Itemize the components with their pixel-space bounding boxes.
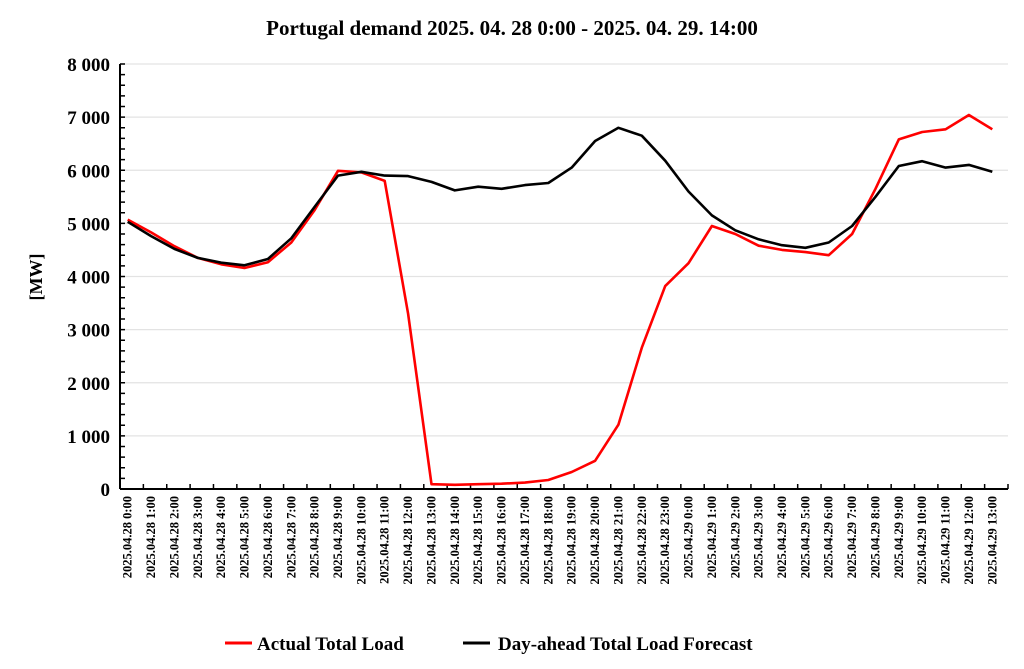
chart-title: Portugal demand 2025. 04. 28 0:00 - 2025… (266, 16, 758, 40)
x-tick-label: 2025.04.29 6:00 (822, 496, 836, 578)
x-tick-label: 2025.04.28 21:00 (611, 496, 625, 585)
x-tick-label: 2025.04.29 13:00 (985, 496, 999, 585)
y-axis-label: [MW] (26, 254, 46, 301)
x-tick-label: 2025.04.28 3:00 (191, 496, 205, 578)
y-tick-label: 2 000 (67, 374, 110, 395)
x-tick-label: 2025.04.28 20:00 (588, 496, 602, 585)
x-tick-label: 2025.04.28 14:00 (448, 496, 462, 585)
x-tick-label: 2025.04.28 5:00 (238, 496, 252, 578)
x-tick-label: 2025.04.29 11:00 (939, 496, 953, 584)
x-tick-label: 2025.04.28 17:00 (518, 496, 532, 585)
x-tick-label: 2025.04.29 3:00 (752, 496, 766, 578)
series-line-actual (127, 113, 993, 487)
series-lines (127, 113, 993, 487)
x-tick-label: 2025.04.28 18:00 (541, 496, 555, 585)
x-tick-label: 2025.04.28 12:00 (401, 496, 415, 585)
x-tick-label: 2025.04.29 9:00 (892, 496, 906, 578)
gridlines (120, 63, 1008, 437)
legend: Actual Total Load Day-ahead Total Load F… (225, 634, 753, 655)
x-tick-label: 2025.04.28 1:00 (144, 496, 158, 578)
y-tick-label: 7 000 (67, 108, 110, 129)
x-tick-label: 2025.04.28 10:00 (354, 496, 368, 585)
x-tick-label: 2025.04.29 2:00 (728, 496, 742, 578)
x-tick-label: 2025.04.29 1:00 (705, 496, 719, 578)
y-tick-label: 3 000 (67, 321, 110, 342)
x-tick-label: 2025.04.29 7:00 (845, 496, 859, 578)
x-tick-label: 2025.04.28 11:00 (378, 496, 392, 584)
y-tick-label: 8 000 (67, 55, 110, 76)
series-line-forecast (127, 126, 993, 267)
x-tick-label: 2025.04.28 16:00 (495, 496, 509, 585)
x-tick-label: 2025.04.28 6:00 (261, 496, 275, 578)
x-tick-label: 2025.04.28 15:00 (471, 496, 485, 585)
x-tick-label: 2025.04.29 8:00 (868, 496, 882, 578)
x-tick-label: 2025.04.28 7:00 (284, 496, 298, 578)
legend-label-actual: Actual Total Load (257, 634, 404, 655)
x-tick-label: 2025.04.29 0:00 (682, 496, 696, 578)
legend-label-forecast: Day-ahead Total Load Forecast (498, 634, 753, 655)
y-tick-label: 0 (101, 480, 111, 501)
x-tick-label: 2025.04.28 2:00 (167, 496, 181, 578)
x-tick-label: 2025.04.28 22:00 (635, 496, 649, 585)
y-axis: 0 1 000 2 000 3 000 4 000 5 000 6 000 7 000 8 00… (67, 55, 125, 501)
x-tick-label: 2025.04.28 4:00 (214, 496, 228, 578)
x-tick-label: 2025.04.29 12:00 (962, 496, 976, 585)
y-tick-label: 4 000 (67, 268, 110, 289)
x-tick-label: 2025.04.28 8:00 (308, 496, 322, 578)
y-tick-label: 6 000 (67, 161, 110, 182)
x-tick-label: 2025.04.28 23:00 (658, 496, 672, 585)
x-tick-label: 2025.04.29 5:00 (798, 496, 812, 578)
y-tick-label: 5 000 (67, 214, 110, 235)
x-tick-label: 2025.04.29 10:00 (915, 496, 929, 585)
x-tick-label: 2025.04.28 0:00 (121, 496, 135, 578)
x-tick-label: 2025.04.29 4:00 (775, 496, 789, 578)
x-tick-label: 2025.04.28 19:00 (565, 496, 579, 585)
x-tick-label: 2025.04.28 9:00 (331, 496, 345, 578)
x-axis: 2025.04.28 0:00 2025.04.28 1:00 2025.04.28… (119, 484, 1009, 585)
x-tick-label: 2025.04.28 13:00 (424, 496, 438, 585)
y-tick-label: 1 000 (67, 427, 110, 448)
